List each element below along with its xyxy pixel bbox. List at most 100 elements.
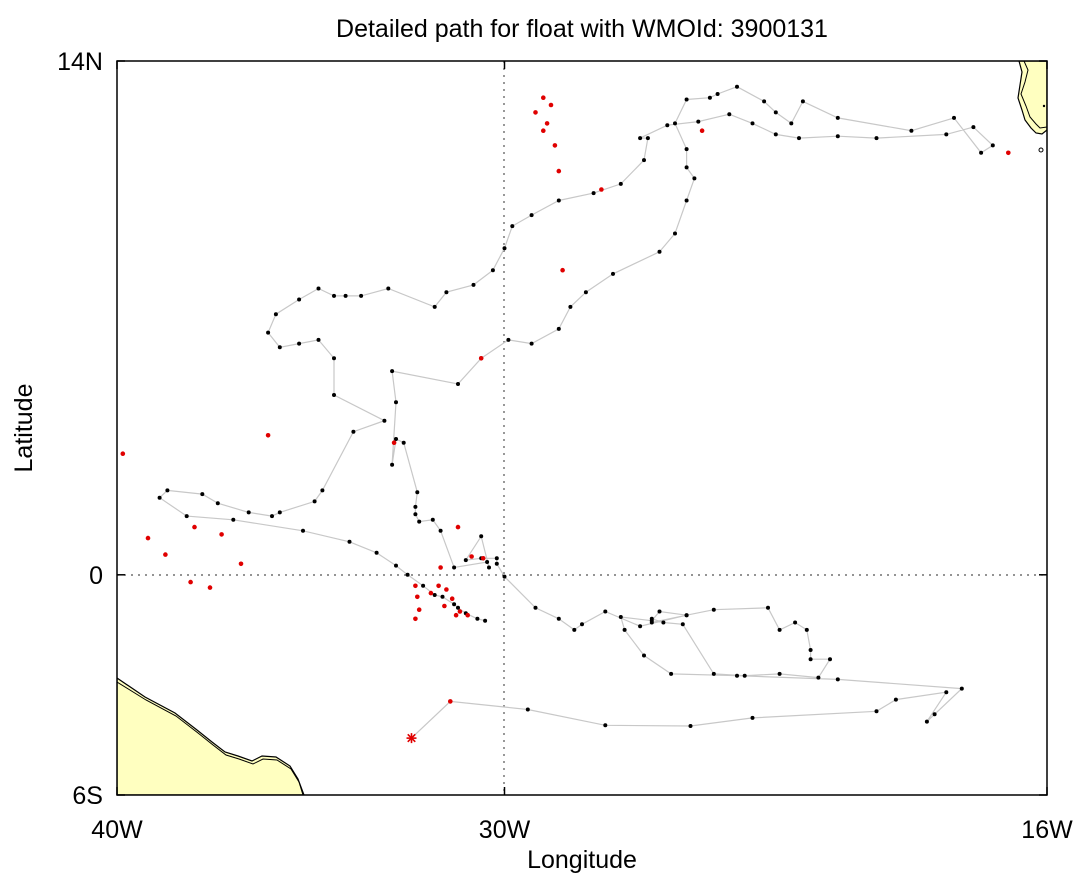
profile-point bbox=[556, 616, 561, 621]
profile-point bbox=[456, 382, 460, 386]
profile-point bbox=[490, 268, 495, 273]
profile-point bbox=[452, 602, 457, 607]
profile-point bbox=[649, 616, 654, 621]
profile-point bbox=[603, 723, 608, 728]
profile-point bbox=[556, 326, 561, 331]
flagged-point bbox=[455, 524, 461, 530]
profile-point bbox=[773, 132, 778, 137]
profile-point bbox=[316, 286, 321, 291]
profile-point bbox=[382, 418, 387, 423]
profile-point bbox=[510, 224, 515, 229]
profile-point bbox=[642, 653, 646, 658]
profile-point bbox=[390, 462, 395, 467]
profile-point bbox=[506, 337, 511, 342]
profile-point bbox=[572, 627, 577, 632]
profile-point bbox=[638, 136, 643, 141]
profile-point bbox=[924, 719, 929, 724]
profile-point bbox=[611, 271, 615, 276]
flagged-point bbox=[188, 579, 193, 585]
profile-point bbox=[312, 499, 317, 504]
profile-point bbox=[618, 181, 623, 186]
profile-point bbox=[332, 393, 336, 397]
profile-point bbox=[583, 290, 588, 295]
profile-point bbox=[485, 560, 490, 564]
profile-point bbox=[696, 119, 701, 124]
flagged-point bbox=[453, 612, 459, 618]
profile-point bbox=[273, 312, 278, 317]
profile-point bbox=[835, 677, 840, 682]
flagged-point bbox=[448, 699, 453, 704]
profile-point bbox=[638, 624, 643, 629]
flagged-point bbox=[544, 121, 550, 126]
flagged-point bbox=[442, 603, 447, 609]
profile-point bbox=[394, 563, 398, 568]
flagged-point bbox=[599, 187, 604, 192]
y-tick-labels: 14N 0 6S bbox=[57, 48, 103, 810]
profile-point bbox=[591, 191, 596, 196]
chart-title: Detailed path for float with WMOId: 3900… bbox=[336, 15, 828, 43]
flagged-point bbox=[265, 433, 271, 438]
x-axis-label: Longitude bbox=[527, 846, 637, 874]
flagged-point bbox=[465, 612, 471, 618]
profile-point bbox=[401, 440, 406, 445]
profile-point bbox=[649, 620, 654, 625]
profile-point bbox=[390, 369, 395, 374]
profile-point bbox=[665, 123, 670, 128]
profile-point bbox=[684, 97, 689, 102]
profile-point bbox=[742, 673, 747, 678]
profile-point bbox=[715, 92, 720, 96]
flagged-point bbox=[391, 440, 397, 446]
profile-point bbox=[661, 620, 666, 625]
flagged-point bbox=[428, 590, 434, 596]
profile-point bbox=[351, 429, 356, 434]
flagged-point bbox=[548, 102, 554, 108]
profile-point bbox=[669, 671, 674, 676]
profile-point bbox=[270, 514, 274, 519]
profile-point bbox=[944, 132, 949, 137]
x-tick-label: 30W bbox=[479, 816, 531, 844]
profile-point bbox=[777, 627, 782, 632]
flagged-point bbox=[413, 616, 418, 622]
profile-point bbox=[750, 715, 755, 720]
flagged-point bbox=[436, 583, 441, 589]
profile-point bbox=[347, 539, 352, 544]
track-layer bbox=[158, 86, 994, 739]
flagged-points bbox=[120, 95, 1011, 704]
profile-point bbox=[165, 488, 170, 493]
profile-point bbox=[797, 136, 801, 141]
profile-point bbox=[688, 724, 693, 728]
flagged-point bbox=[413, 583, 418, 589]
profile-point bbox=[394, 400, 398, 405]
x-tick-label: 40W bbox=[91, 816, 143, 844]
y-tick-label: 0 bbox=[89, 562, 103, 590]
profile-point bbox=[533, 605, 538, 610]
profile-point bbox=[452, 565, 457, 570]
profile-point bbox=[727, 112, 732, 117]
profile-point bbox=[684, 147, 689, 152]
flagged-point bbox=[699, 128, 705, 133]
x-tick-labels: 40W 30W 16W bbox=[91, 816, 1073, 844]
profile-point bbox=[487, 565, 491, 570]
start-marker bbox=[406, 733, 417, 744]
profile-point bbox=[684, 198, 689, 203]
profile-point bbox=[603, 609, 608, 614]
coastline-south-america bbox=[117, 681, 304, 795]
flagged-point bbox=[457, 609, 463, 614]
profile-point bbox=[556, 198, 561, 203]
profile-point bbox=[893, 697, 898, 702]
profile-point bbox=[494, 561, 499, 566]
profile-point bbox=[789, 121, 794, 126]
axis-ticks bbox=[116, 60, 1048, 796]
profile-point bbox=[525, 707, 530, 712]
profile-point bbox=[231, 517, 236, 522]
profile-point bbox=[711, 607, 716, 612]
profile-point bbox=[971, 125, 976, 130]
profile-point bbox=[944, 690, 949, 695]
profile-point bbox=[932, 712, 937, 717]
profile-point bbox=[568, 304, 573, 309]
profile-point bbox=[200, 492, 205, 497]
profile-point bbox=[642, 158, 646, 163]
flagged-point bbox=[560, 267, 565, 273]
profile-point bbox=[766, 605, 770, 610]
